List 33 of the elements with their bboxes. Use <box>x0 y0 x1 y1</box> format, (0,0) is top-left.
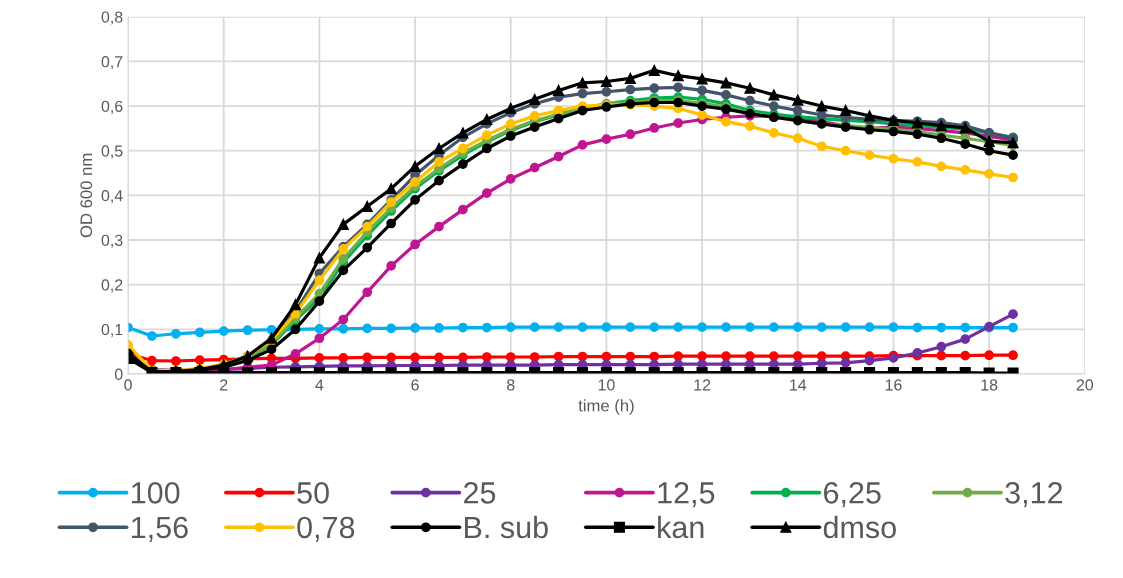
y-tick-label: 0,8 <box>101 11 123 25</box>
y-tick-label: 0,1 <box>101 323 123 338</box>
x-tick-label: 0 <box>124 379 132 391</box>
legend-label: 100 <box>132 482 180 504</box>
x-axis-title: time (h) <box>578 399 634 415</box>
legend-label: 25 <box>464 482 496 504</box>
legend-label: 3,12 <box>1005 482 1063 508</box>
y-tick-label: 0 <box>114 368 123 380</box>
legend-label: 0,78 <box>297 516 355 542</box>
legend-label: dmso <box>823 515 896 539</box>
x-tick-label: 18 <box>981 379 998 391</box>
y-tick-label: 0,4 <box>101 190 123 204</box>
legend-label: 6,25 <box>824 482 881 508</box>
y-tick-label: 0,7 <box>101 56 123 70</box>
legend-label: 50 <box>297 482 329 504</box>
x-tick-label: 20 <box>1076 379 1094 391</box>
y-axis-title: OD 600 nm <box>80 153 93 238</box>
legend-label: 1,56 <box>132 516 188 542</box>
legend-label: B. sub <box>465 515 548 539</box>
x-tick-label: 12 <box>694 379 711 391</box>
y-tick-label: 0,2 <box>101 279 123 293</box>
legend-label: kan <box>658 515 704 539</box>
x-tick-label: 16 <box>885 379 902 391</box>
y-tick-label: 0,3 <box>101 234 123 248</box>
y-tick-label: 0,5 <box>101 145 123 159</box>
x-tick-label: 2 <box>220 379 228 391</box>
legend-label: 12,5 <box>658 482 715 508</box>
x-tick-label: 10 <box>598 379 615 391</box>
x-tick-label: 14 <box>790 379 807 391</box>
x-tick-label: 6 <box>411 379 419 391</box>
x-tick-label: 8 <box>506 379 515 391</box>
x-tick-label: 4 <box>315 379 324 391</box>
y-tick-label: 0,6 <box>101 100 123 114</box>
